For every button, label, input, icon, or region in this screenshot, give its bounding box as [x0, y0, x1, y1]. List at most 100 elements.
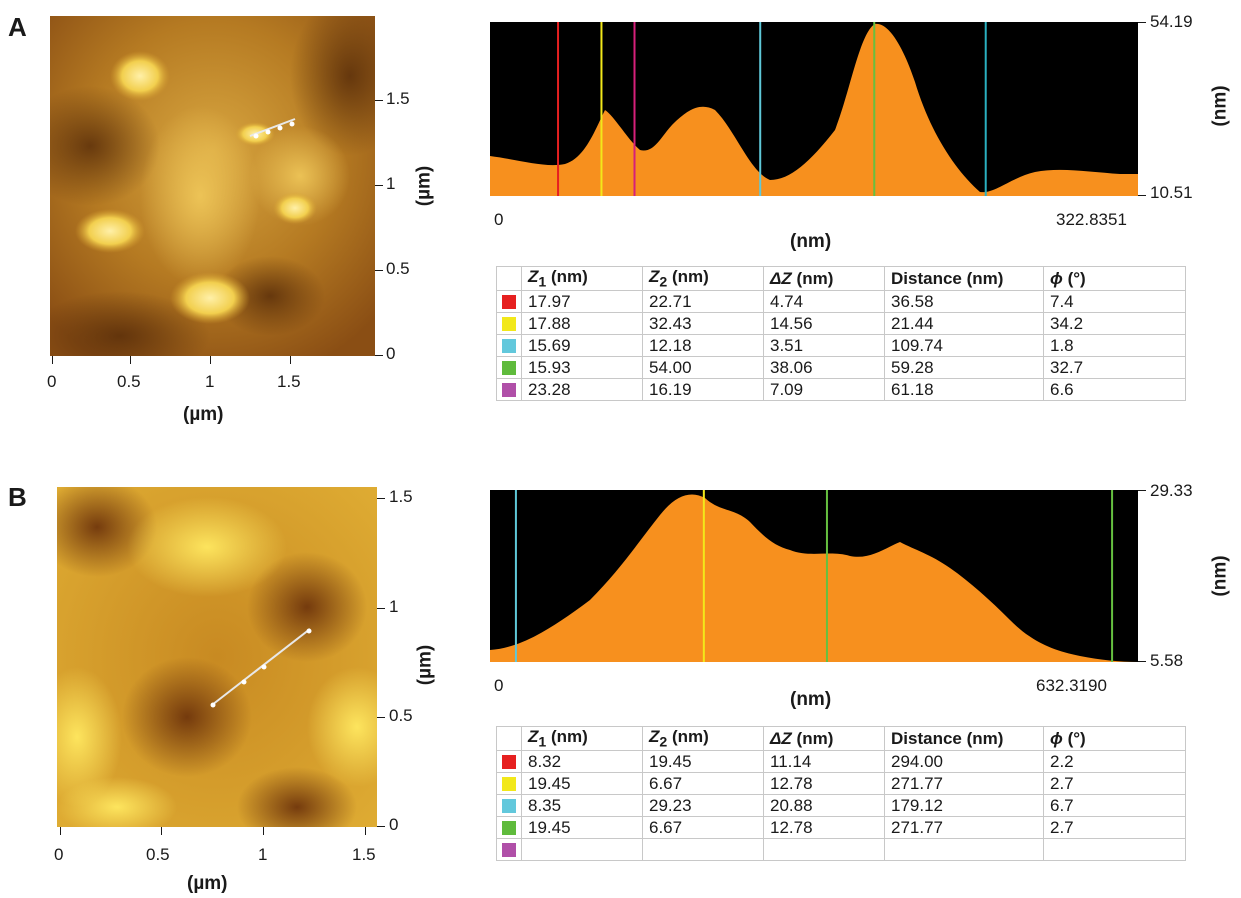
y-tick-label: 0	[386, 344, 396, 363]
results-table-b: Z1 (nm) Z2 (nm) ΔZ (nm) Distance (nm) ϕ …	[496, 725, 1186, 862]
profile-y-min-label: 5.58	[1150, 651, 1184, 670]
cell-dz: 7.09	[763, 378, 885, 402]
cell-z2: 12.18	[642, 334, 764, 358]
cell-phi: 6.6	[1043, 378, 1186, 402]
color-swatch	[502, 294, 516, 309]
cell-dist: 36.58	[884, 290, 1044, 314]
cell-z1: 19.45	[521, 816, 643, 840]
cell-phi: 2.7	[1043, 816, 1186, 840]
profile-y-axis-title: (nm)	[1209, 85, 1231, 127]
y-tick-mark	[375, 185, 383, 186]
y-tick-mark	[377, 608, 385, 609]
cell-dz: 11.14	[763, 750, 885, 774]
cell-phi: 6.7	[1043, 794, 1186, 818]
table-row: 23.28 16.19 7.09 61.18 6.6	[496, 378, 1186, 402]
image-x-axis-title: (µm)	[183, 404, 224, 425]
cell-z1: 23.28	[521, 378, 643, 402]
cell-dz: 4.74	[763, 290, 885, 314]
cell-dist: 179.12	[884, 794, 1044, 818]
cell-z1: 19.45	[521, 772, 643, 796]
col-distance: Distance (nm)	[884, 725, 1044, 752]
height-profile-a	[490, 22, 1138, 197]
afm-image-a	[50, 16, 375, 356]
cell-dist: 294.00	[884, 750, 1044, 774]
cell-dz: 20.88	[763, 794, 885, 818]
y-tick-label: 1.5	[389, 487, 413, 506]
y-tick-mark	[377, 717, 385, 718]
color-swatch	[502, 798, 516, 813]
x-tick-label: 0.5	[146, 845, 170, 864]
color-swatch	[502, 360, 516, 375]
profile-y-max-label: 29.33	[1150, 481, 1193, 500]
cell-z1: 8.35	[521, 794, 643, 818]
cell-z2: 54.00	[642, 356, 764, 380]
y-tick-mark	[375, 355, 383, 356]
table-row: 8.35 29.23 20.88 179.12 6.7	[496, 794, 1186, 818]
x-tick-label: 1	[205, 372, 215, 391]
cell-phi: 2.2	[1043, 750, 1186, 774]
image-x-axis-title: (µm)	[187, 873, 228, 894]
cell-phi: 34.2	[1043, 312, 1186, 336]
table-row: 8.32 19.45 11.14 294.00 2.2	[496, 750, 1186, 774]
color-swatch	[502, 754, 516, 769]
x-tick-mark	[161, 827, 162, 835]
cell-phi	[1043, 838, 1186, 862]
profile-y-max-label: 54.19	[1150, 12, 1193, 31]
x-tick-mark	[290, 356, 291, 364]
x-tick-mark	[365, 827, 366, 835]
profile-x-min-label: 0	[494, 210, 504, 229]
cell-dist: 61.18	[884, 378, 1044, 402]
table-row: 17.97 22.71 4.74 36.58 7.4	[496, 290, 1186, 314]
table-row: 15.69 12.18 3.51 109.74 1.8	[496, 334, 1186, 358]
col-dz: ΔZ (nm)	[763, 725, 885, 752]
profile-x-min-label: 0	[494, 676, 504, 695]
cell-dist	[884, 838, 1044, 862]
profile-x-axis-title: (nm)	[790, 689, 832, 710]
results-table-a: Z1 (nm) Z2 (nm) ΔZ (nm) Distance (nm) ϕ …	[496, 265, 1186, 402]
cell-dist: 109.74	[884, 334, 1044, 358]
image-y-axis-title: (µm)	[413, 165, 435, 207]
cell-dist: 21.44	[884, 312, 1044, 336]
col-z1: Z1 (nm)	[521, 265, 643, 292]
y-tick-label: 1	[389, 597, 399, 616]
profile-x-max-label: 322.8351	[1056, 210, 1127, 229]
y-tick-label: 0.5	[386, 259, 410, 278]
col-distance: Distance (nm)	[884, 265, 1044, 292]
y-tick-mark	[375, 270, 383, 271]
table-row: 19.45 6.67 12.78 271.77 2.7	[496, 816, 1186, 840]
cell-z1: 17.97	[521, 290, 643, 314]
table-row: 15.93 54.00 38.06 59.28 32.7	[496, 356, 1186, 380]
height-profile-b	[490, 490, 1138, 662]
cell-dist: 271.77	[884, 772, 1044, 796]
cell-z1	[521, 838, 643, 862]
x-tick-label: 0	[54, 845, 64, 864]
cell-z2: 6.67	[642, 816, 764, 840]
y-tick-mark	[375, 100, 383, 101]
cell-dz: 12.78	[763, 816, 885, 840]
col-z2: Z2 (nm)	[642, 265, 764, 292]
color-swatch	[502, 338, 516, 353]
col-z1: Z1 (nm)	[521, 725, 643, 752]
profile-fill	[490, 23, 1138, 197]
color-swatch	[502, 776, 516, 791]
cell-dz: 14.56	[763, 312, 885, 336]
table-header-row: Z1 (nm) Z2 (nm) ΔZ (nm) Distance (nm) ϕ …	[496, 265, 1186, 292]
cell-dz: 12.78	[763, 772, 885, 796]
cell-z2: 29.23	[642, 794, 764, 818]
x-tick-label: 1.5	[277, 372, 301, 391]
cell-dist: 59.28	[884, 356, 1044, 380]
afm-image-b	[57, 487, 377, 827]
color-swatch	[502, 842, 516, 857]
cell-phi: 7.4	[1043, 290, 1186, 314]
x-tick-mark	[263, 827, 264, 835]
profile-y-tick-mark	[1138, 490, 1146, 491]
panel-letter-a: A	[8, 12, 27, 42]
profile-y-min-label: 10.51	[1150, 183, 1193, 202]
cell-z2	[642, 838, 764, 862]
y-tick-label: 1.5	[386, 89, 410, 108]
image-y-axis-title: (µm)	[414, 644, 436, 686]
y-tick-mark	[377, 498, 385, 499]
profile-y-axis-title: (nm)	[1209, 555, 1231, 597]
x-tick-label: 1	[258, 845, 268, 864]
cell-z2: 19.45	[642, 750, 764, 774]
